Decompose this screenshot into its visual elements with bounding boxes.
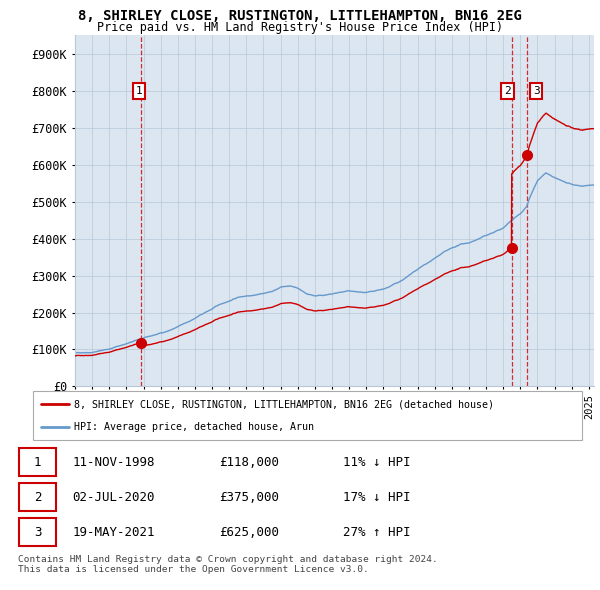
Text: Price paid vs. HM Land Registry's House Price Index (HPI): Price paid vs. HM Land Registry's House … <box>97 21 503 34</box>
FancyBboxPatch shape <box>33 391 582 440</box>
Text: £375,000: £375,000 <box>220 490 280 504</box>
Text: 3: 3 <box>533 86 539 96</box>
Text: HPI: Average price, detached house, Arun: HPI: Average price, detached house, Arun <box>74 422 314 432</box>
Text: 02-JUL-2020: 02-JUL-2020 <box>73 490 155 504</box>
Text: £118,000: £118,000 <box>220 455 280 468</box>
Text: 1: 1 <box>136 86 142 96</box>
FancyBboxPatch shape <box>19 483 56 512</box>
Text: 2: 2 <box>504 86 511 96</box>
Text: Contains HM Land Registry data © Crown copyright and database right 2024.
This d: Contains HM Land Registry data © Crown c… <box>18 555 438 574</box>
Text: 19-MAY-2021: 19-MAY-2021 <box>73 526 155 539</box>
Text: 11% ↓ HPI: 11% ↓ HPI <box>343 455 410 468</box>
FancyBboxPatch shape <box>19 448 56 476</box>
Text: 27% ↑ HPI: 27% ↑ HPI <box>343 526 410 539</box>
Text: 2: 2 <box>34 490 41 504</box>
Text: 11-NOV-1998: 11-NOV-1998 <box>73 455 155 468</box>
Text: 8, SHIRLEY CLOSE, RUSTINGTON, LITTLEHAMPTON, BN16 2EG (detached house): 8, SHIRLEY CLOSE, RUSTINGTON, LITTLEHAMP… <box>74 399 494 409</box>
Text: 3: 3 <box>34 526 41 539</box>
Text: 17% ↓ HPI: 17% ↓ HPI <box>343 490 410 504</box>
Text: 8, SHIRLEY CLOSE, RUSTINGTON, LITTLEHAMPTON, BN16 2EG: 8, SHIRLEY CLOSE, RUSTINGTON, LITTLEHAMP… <box>78 9 522 23</box>
FancyBboxPatch shape <box>19 518 56 546</box>
Text: £625,000: £625,000 <box>220 526 280 539</box>
Text: 1: 1 <box>34 455 41 468</box>
